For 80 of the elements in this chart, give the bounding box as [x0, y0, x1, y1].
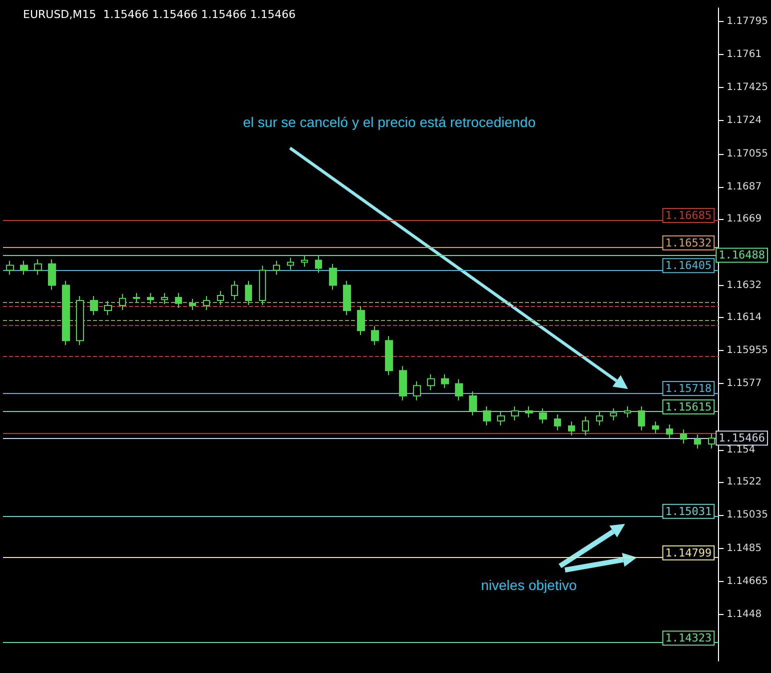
candlestick: [666, 424, 673, 439]
candlestick: [301, 255, 308, 268]
ref-line-label: 1.14323: [665, 632, 712, 645]
candlestick: [525, 406, 533, 418]
candlestick: [554, 414, 561, 431]
candlestick: [680, 429, 687, 444]
y-tick-label: 1.1724: [726, 115, 762, 126]
candlestick: [329, 263, 337, 290]
candlestick: [161, 292, 168, 305]
y-tick-label: 1.1687: [726, 181, 762, 192]
y-tick-label: 1.1448: [726, 608, 762, 620]
y-tick-label: 1.14665: [726, 576, 768, 587]
y-tick-label: 1.15955: [726, 345, 768, 356]
candlestick: [399, 366, 407, 401]
candlestick: [427, 374, 435, 391]
candlestick: [624, 406, 631, 418]
chart-title: EURUSD,M15 1.15466 1.15466 1.15466 1.15466: [23, 8, 296, 21]
candlestick: [273, 260, 280, 276]
candlestick: [596, 410, 603, 426]
candlestick: [315, 255, 322, 274]
candlestick: [343, 280, 351, 316]
annotation: el sur se canceló y el precio está retrocediendo: [243, 114, 536, 130]
candlestick: [20, 260, 28, 276]
y-tick-label: 1.17055: [726, 148, 768, 160]
candlestick: [90, 296, 98, 316]
y-tick-label: 1.1632: [726, 280, 762, 291]
candlestick: [147, 292, 154, 305]
candlestick: [357, 306, 365, 336]
ref-line-label: 1.16405: [665, 259, 712, 272]
candlestick: [385, 336, 393, 376]
y-tick-label: 1.154: [726, 444, 756, 456]
candlestick: [175, 292, 182, 308]
ref-line-label: 1.15615: [665, 400, 712, 414]
y-tick-label: 1.15035: [726, 510, 768, 521]
y-tick-label: 1.1614: [726, 312, 762, 324]
ref-line-label: 1.15031: [665, 504, 712, 518]
candlestick: [497, 410, 505, 426]
candlestick: [6, 260, 14, 276]
candlestick: [568, 420, 575, 436]
candlestick: [189, 298, 196, 310]
ref-line-label: 1.16685: [665, 209, 712, 222]
candlestick: [413, 380, 421, 401]
candlestick: [582, 416, 589, 436]
candlestick: [48, 258, 56, 290]
annotation: niveles objetivo: [481, 577, 577, 593]
candlestick: [694, 434, 701, 449]
candlestick: [652, 420, 659, 434]
candlestick: [119, 293, 126, 310]
candlestick: [287, 257, 294, 270]
y-tick-label: 1.17795: [726, 16, 768, 27]
candlestick: [203, 296, 210, 310]
y-tick-label: 1.1577: [726, 378, 762, 390]
candlestick: [610, 408, 617, 421]
ref-line-label: 1.16532: [665, 236, 712, 250]
ref-line-label: 1.15718: [665, 382, 712, 395]
y-tick-label: 1.17425: [726, 82, 768, 94]
ref-line-label: 1.15466: [718, 432, 766, 445]
candlestick: [245, 280, 252, 306]
ref-line-label: 1.16488: [718, 248, 766, 262]
candlestick: [133, 292, 140, 304]
candlestick: [483, 406, 491, 426]
candlestick: [539, 408, 547, 424]
candlestick: [62, 280, 70, 346]
candlestick: [104, 300, 112, 316]
candlestick: [441, 374, 449, 389]
y-tick-label: 1.1485: [726, 542, 762, 554]
candlestick: [469, 390, 477, 416]
candlestick: [231, 280, 238, 300]
candlestick: [455, 378, 463, 401]
candlestick: [511, 406, 519, 421]
candlestick: [34, 258, 42, 276]
candlestick: [638, 406, 645, 431]
candlestick: [371, 326, 379, 346]
y-tick-label: 1.1669: [726, 214, 762, 225]
y-tick-label: 1.1761: [726, 49, 762, 60]
y-tick-label: 1.1522: [726, 476, 762, 488]
candlestick: [76, 296, 84, 346]
ref-line-label: 1.14799: [665, 546, 712, 560]
candlestick: [217, 290, 224, 306]
candlestick: [259, 265, 266, 306]
